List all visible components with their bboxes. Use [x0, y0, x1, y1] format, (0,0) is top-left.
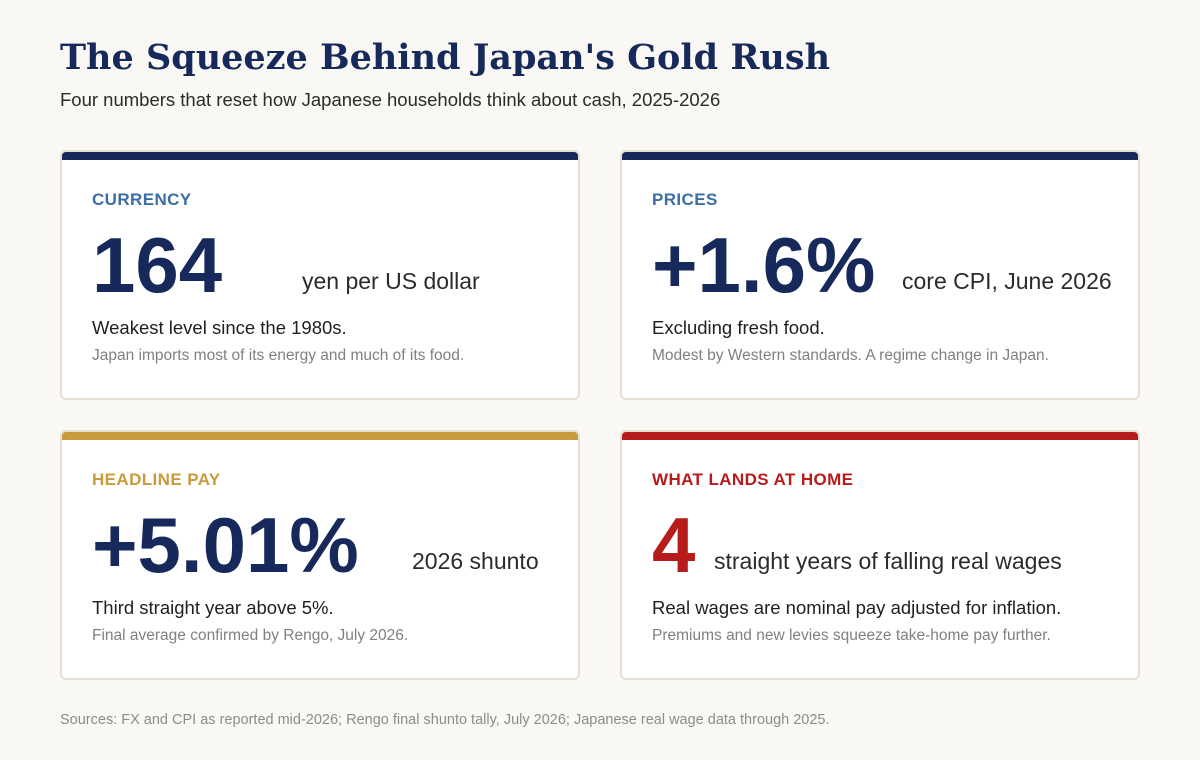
- card-value: +1.6%: [652, 221, 876, 309]
- card-description: Third straight year above 5%.: [92, 597, 334, 618]
- card-unit: 2026 shunto: [412, 548, 539, 574]
- card-note: Japan imports most of its energy and muc…: [92, 347, 465, 364]
- card-accent-bar: [622, 152, 1138, 160]
- card-note: Final average confirmed by Rengo, July 2…: [92, 627, 409, 644]
- card-unit: yen per US dollar: [302, 268, 480, 294]
- card-prices: PRICES +1.6% core CPI, June 2026 Excludi…: [620, 150, 1140, 400]
- card-value: +5.01%: [92, 501, 359, 589]
- card-accent-bar: [62, 432, 578, 440]
- sources-note: Sources: FX and CPI as reported mid-2026…: [60, 712, 830, 728]
- card-unit: straight years of falling real wages: [714, 548, 1062, 574]
- card-unit: core CPI, June 2026: [902, 268, 1112, 294]
- card-value: 164: [92, 221, 223, 309]
- card-description: Excluding fresh food.: [652, 317, 825, 338]
- card-headline-pay: HEADLINE PAY +5.01% 2026 shunto Third st…: [60, 430, 580, 680]
- page-subtitle: Four numbers that reset how Japanese hou…: [60, 89, 721, 110]
- card-accent-bar: [622, 432, 1138, 440]
- card-what-lands-at-home: WHAT LANDS AT HOME 4 straight years of f…: [620, 430, 1140, 680]
- card-label: PRICES: [652, 190, 718, 209]
- card-note: Premiums and new levies squeeze take-hom…: [652, 627, 1051, 644]
- card-value: 4: [652, 501, 696, 589]
- card-label: WHAT LANDS AT HOME: [652, 470, 854, 489]
- card-description: Real wages are nominal pay adjusted for …: [652, 597, 1062, 618]
- card-label: HEADLINE PAY: [92, 470, 221, 489]
- card-note: Modest by Western standards. A regime ch…: [652, 347, 1049, 364]
- card-description: Weakest level since the 1980s.: [92, 317, 347, 338]
- card-label: CURRENCY: [92, 190, 192, 209]
- card-currency: CURRENCY 164 yen per US dollar Weakest l…: [60, 150, 580, 400]
- page-title: The Squeeze Behind Japan's Gold Rush: [60, 37, 831, 78]
- card-accent-bar: [62, 152, 578, 160]
